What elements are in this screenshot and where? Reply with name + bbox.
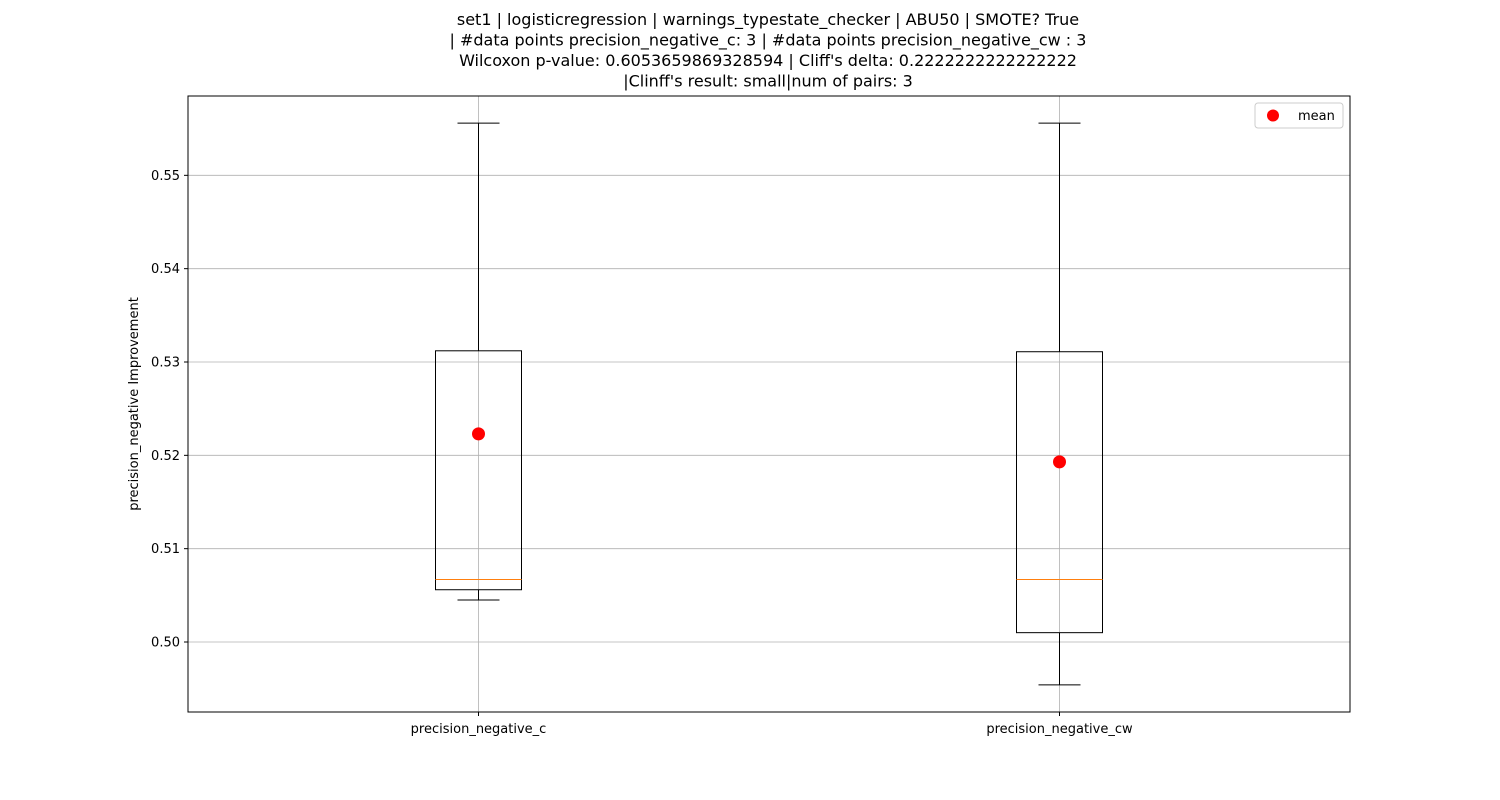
box-precision_negative_cw [1016, 122, 1103, 686]
y-axis-ticks: 0.50 0.51 0.52 0.53 0.54 0.55 [151, 169, 188, 651]
legend-label-mean: mean [1298, 109, 1335, 124]
box-series [435, 122, 1103, 686]
title-line-3: Wilcoxon p-value: 0.6053659869328594 | C… [459, 51, 1077, 70]
y-tick-label: 0.52 [151, 449, 180, 464]
mean-marker [472, 427, 485, 441]
legend-mean-marker [1267, 109, 1279, 122]
legend: mean [1254, 102, 1344, 129]
legend-frame [1254, 102, 1344, 129]
y-tick-label: 0.53 [151, 356, 180, 371]
title-line-4: |Clinff's result: small|num of pairs: 3 [623, 72, 913, 91]
x-tick-label-precision_negative_c: precision_negative_c [411, 722, 547, 737]
title-line-2: | #data points precision_negative_c: 3 |… [450, 31, 1087, 51]
box-iqr [435, 350, 522, 591]
box-iqr [1016, 351, 1103, 634]
y-tick-label: 0.55 [151, 169, 180, 184]
box-precision_negative_c [435, 122, 522, 601]
chart-title: set1 | logisticregression | warnings_typ… [450, 10, 1087, 91]
grid-lines [188, 96, 1350, 712]
mean-marker [1053, 455, 1066, 469]
x-tick-label-precision_negative_cw: precision_negative_cw [986, 722, 1133, 737]
title-line-1: set1 | logisticregression | warnings_typ… [457, 10, 1079, 30]
x-axis-ticks: precision_negative_c precision_negative_c… [411, 712, 1133, 737]
y-tick-label: 0.54 [151, 262, 180, 277]
y-axis-label: precision_negative Improvement [127, 297, 142, 511]
y-tick-label: 0.51 [151, 542, 180, 557]
plot-area-frame [187, 95, 1351, 713]
y-tick-label: 0.50 [151, 636, 180, 651]
